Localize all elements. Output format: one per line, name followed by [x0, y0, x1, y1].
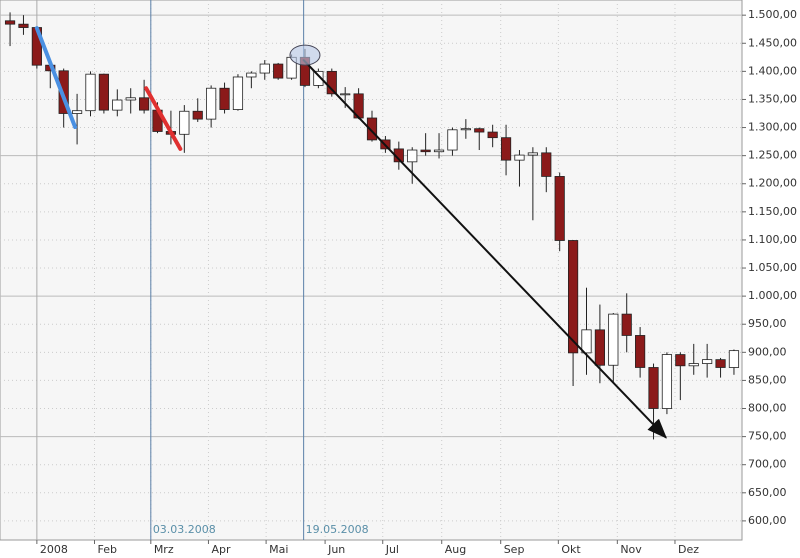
trendline: [144, 86, 183, 151]
candle-body: [527, 152, 538, 156]
candle-body: [715, 359, 726, 368]
candle-body: [179, 110, 190, 135]
trendline: [302, 59, 667, 439]
y-tick-label: 1.000,00: [748, 289, 797, 302]
candle-body: [648, 367, 659, 409]
candle-body: [98, 73, 109, 111]
candle-body: [675, 354, 686, 367]
candle-body: [474, 128, 485, 133]
y-tick-label: 1.400,00: [748, 64, 797, 77]
candle-body: [313, 70, 324, 86]
candle-body: [273, 63, 284, 79]
candle-body: [608, 313, 619, 366]
candle-body: [688, 363, 699, 367]
x-tick-label: Apr: [211, 543, 231, 556]
candle-body: [246, 72, 257, 78]
y-tick-label: 1.250,00: [748, 149, 797, 162]
candle-body: [594, 329, 605, 366]
candle-body: [460, 128, 471, 131]
candle-body: [541, 152, 552, 177]
x-tick-label: Mrz: [154, 543, 174, 556]
y-tick-label: 950,00: [748, 317, 787, 330]
marker-label: 03.03.2008: [153, 523, 216, 536]
y-tick-label: 1.500,00: [748, 8, 797, 21]
x-tick-label: Nov: [620, 543, 642, 556]
x-tick-label: Aug: [445, 543, 466, 556]
candle-body: [219, 87, 230, 110]
y-tick-label: 1.150,00: [748, 205, 797, 218]
candle-body: [259, 63, 270, 74]
plot-area: [0, 0, 743, 541]
x-tick-label: Sep: [504, 543, 525, 556]
candle-body: [112, 99, 123, 111]
candle-body: [661, 354, 673, 409]
candle-body: [433, 149, 445, 153]
candle-body: [192, 110, 203, 120]
x-tick-label: Dez: [678, 543, 699, 556]
x-tick-label: Mai: [269, 543, 288, 556]
y-tick-label: 700,00: [748, 458, 787, 471]
candle-body: [85, 73, 96, 112]
y-tick-label: 850,00: [748, 373, 787, 386]
x-tick-label: Jul: [385, 543, 399, 556]
y-tick-label: 1.350,00: [748, 92, 797, 105]
y-tick-label: 1.100,00: [748, 233, 797, 246]
candle-body: [621, 313, 632, 336]
candle-body: [447, 129, 458, 151]
y-tick-label: 1.200,00: [748, 177, 797, 190]
y-tick-label: 1.050,00: [748, 261, 797, 274]
candle-body: [232, 76, 244, 110]
y-tick-label: 1.300,00: [748, 121, 797, 134]
y-tick-label: 750,00: [748, 430, 787, 443]
x-tick-label: Jun: [327, 543, 345, 556]
trendline: [34, 26, 78, 129]
x-tick-label: Okt: [561, 543, 581, 556]
candle-body: [71, 110, 83, 114]
candle-body: [728, 350, 740, 368]
candle-body: [554, 176, 565, 241]
y-tick-label: 650,00: [748, 486, 787, 499]
candle-body: [702, 359, 713, 364]
candle-body: [514, 154, 525, 161]
candle-body: [18, 23, 29, 28]
y-tick-label: 600,00: [748, 514, 787, 527]
candle-body: [567, 240, 579, 354]
candle-body: [340, 93, 351, 96]
candle-body: [420, 149, 431, 153]
candle-body: [139, 97, 150, 111]
x-tick-label: Feb: [98, 543, 117, 556]
y-tick-label: 800,00: [748, 402, 787, 415]
y-tick-label: 900,00: [748, 345, 787, 358]
candle-body: [125, 97, 136, 101]
candle-body: [407, 149, 418, 163]
candle-body: [487, 131, 498, 139]
candle-body: [206, 87, 217, 120]
y-tick-label: 1.450,00: [748, 36, 797, 49]
candle-body: [635, 335, 646, 368]
candle-body: [366, 117, 378, 141]
candle-body: [581, 329, 592, 354]
x-tick-label: 2008: [40, 543, 68, 556]
candle-body: [500, 137, 512, 161]
candle-body: [326, 70, 337, 95]
highlight: [289, 44, 321, 66]
marker-label: 19.05.2008: [306, 523, 369, 536]
candle-body: [4, 20, 16, 25]
